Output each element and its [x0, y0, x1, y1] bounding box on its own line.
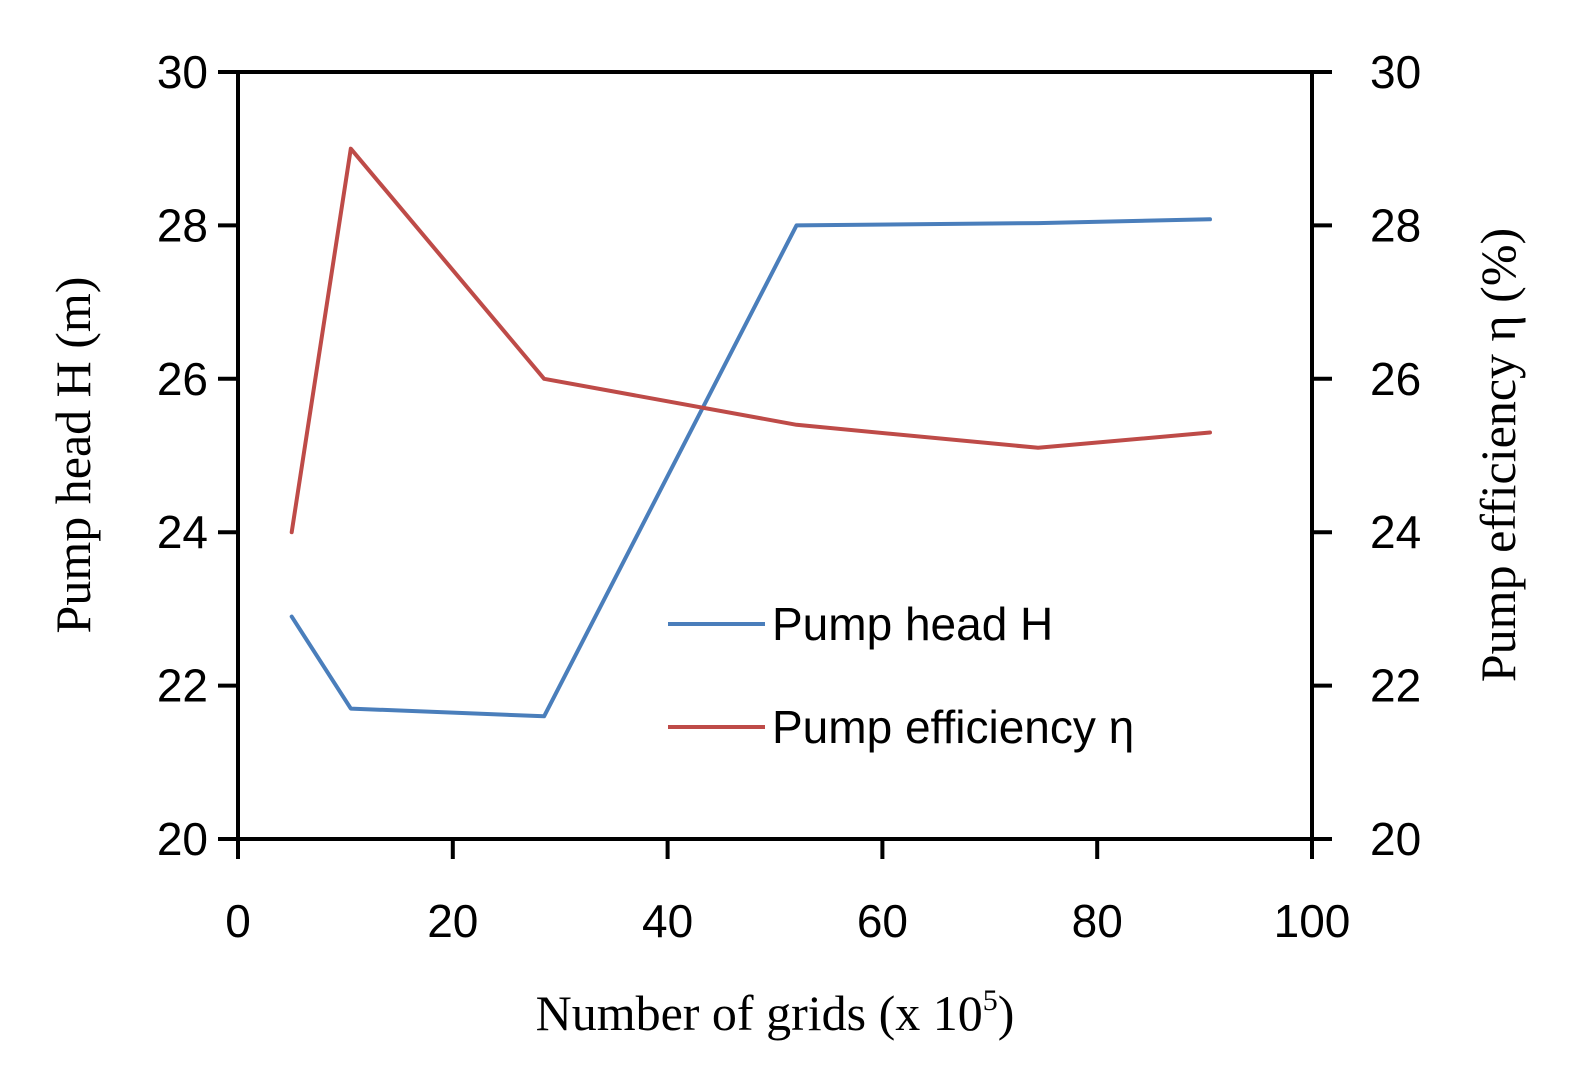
- y-left-tick-label: 30: [157, 46, 208, 98]
- x-axis-title-base: Number of grids (x 10: [536, 985, 983, 1041]
- series-layer: [289, 146, 1212, 719]
- x-tick-label: 20: [427, 895, 478, 947]
- y-right-tick-label: 24: [1370, 506, 1421, 558]
- plot-area-frame: [236, 70, 1314, 841]
- y-left-tick-label: 24: [157, 506, 208, 558]
- left-axis: 20 22 24 26 28 30: [157, 46, 238, 865]
- y-right-tick-label: 22: [1370, 660, 1421, 712]
- y-right-tick-label: 30: [1370, 46, 1421, 98]
- x-tick-label: 40: [642, 895, 693, 947]
- series-line-pump-head: [289, 217, 1212, 719]
- legend-label-pump-efficiency: Pump efficiency η: [772, 701, 1134, 753]
- y-right-tick-label: 28: [1370, 199, 1421, 251]
- x-tick-label: 80: [1072, 895, 1123, 947]
- x-axis-title: Number of grids (x 105): [536, 984, 1015, 1041]
- y-left-tick-label: 28: [157, 199, 208, 251]
- legend-label-pump-head: Pump head H: [772, 598, 1053, 650]
- y-axis-left-title: Pump head H (m): [45, 277, 101, 634]
- x-tick-label: 100: [1274, 895, 1351, 947]
- x-tick-label: 60: [857, 895, 908, 947]
- series-line-pump-efficiency: [289, 146, 1212, 535]
- x-axis-title-superscript: 5: [983, 984, 998, 1017]
- y-left-tick-label: 22: [157, 660, 208, 712]
- y-right-tick-label: 26: [1370, 353, 1421, 405]
- x-axis-title-suffix: ): [998, 985, 1015, 1041]
- y-left-tick-label: 20: [157, 813, 208, 865]
- x-tick-label: 0: [225, 895, 251, 947]
- y-right-tick-label: 20: [1370, 813, 1421, 865]
- right-axis: 20 22 24 26 28 30: [1312, 46, 1421, 865]
- y-axis-right-title: Pump efficiency η (%): [1470, 228, 1526, 682]
- y-left-tick-label: 26: [157, 353, 208, 405]
- bottom-axis: 0 20 40 60 80 100: [225, 839, 1350, 947]
- legend: Pump head H Pump efficiency η: [668, 598, 1134, 753]
